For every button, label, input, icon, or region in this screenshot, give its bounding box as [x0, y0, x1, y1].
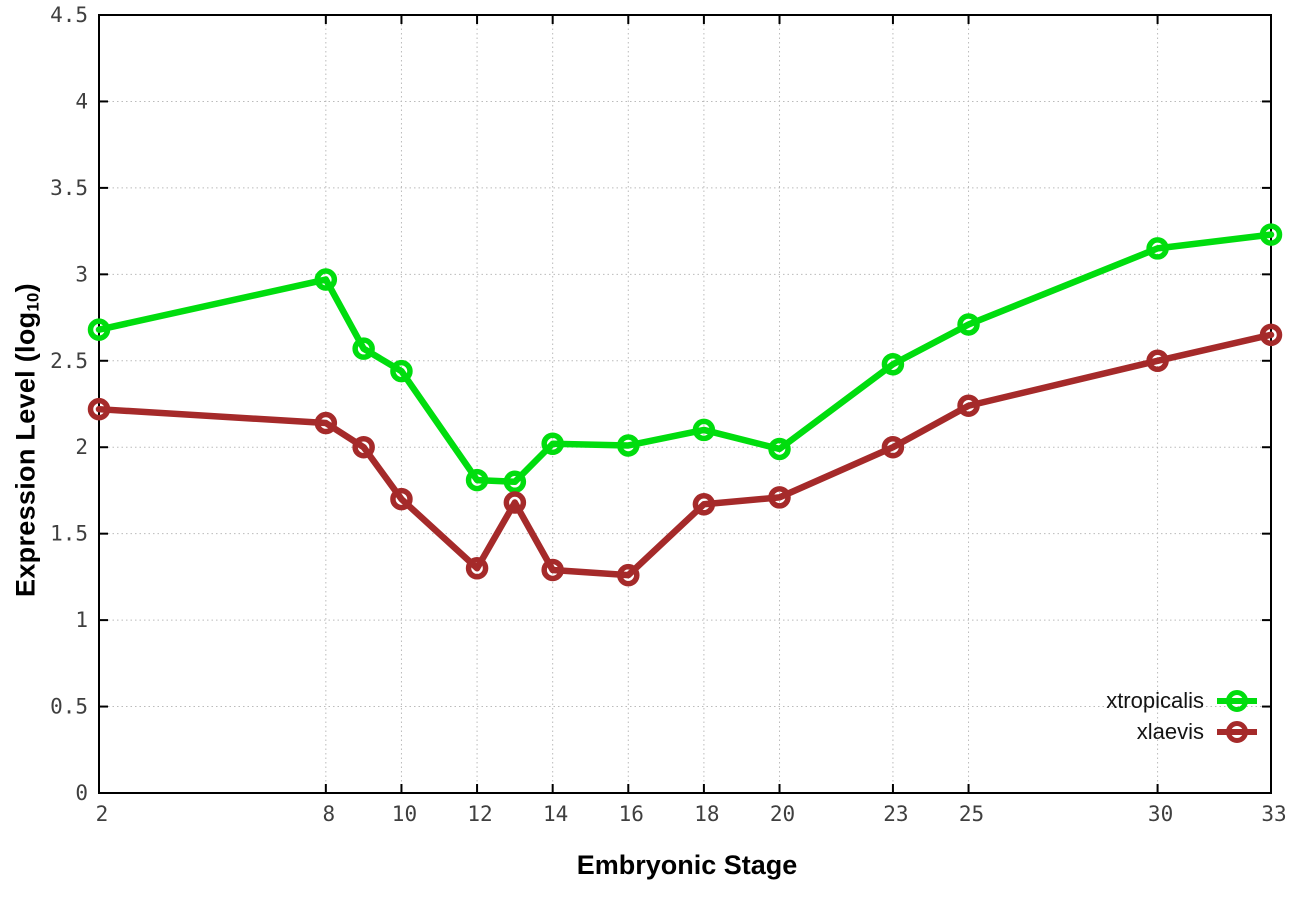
data-point-xtropicalis — [957, 313, 980, 336]
data-point-xtropicalis — [390, 359, 413, 383]
data-point-xtropicalis — [617, 434, 640, 457]
legend: xtropicalis xlaevis — [1106, 686, 1260, 747]
y-tick-label: 4.5 — [50, 3, 88, 27]
legend-item-xtropicalis: xtropicalis — [1106, 686, 1260, 716]
data-point-xtropicalis — [314, 268, 338, 291]
y-axis-label-suffix: ) — [10, 283, 41, 293]
data-point-xtropicalis — [352, 337, 375, 360]
x-tick-label: 33 — [1261, 802, 1286, 826]
x-tick-label: 12 — [467, 802, 492, 826]
y-axis-label: Expression Level (log10) — [10, 283, 43, 597]
data-point-xlaevis — [768, 486, 791, 509]
legend-item-xlaevis: xlaevis — [1137, 717, 1260, 747]
x-tick-label: 30 — [1148, 802, 1173, 826]
gridlines — [99, 15, 1271, 793]
x-axis-label: Embryonic Stage — [576, 850, 798, 880]
data-point-xlaevis — [881, 435, 905, 459]
data-point-xtropicalis — [465, 468, 489, 492]
data-point-xlaevis — [503, 491, 527, 514]
y-tick-label: 2 — [75, 435, 88, 459]
data-point-xlaevis — [541, 558, 564, 582]
data-point-xlaevis — [390, 487, 413, 511]
x-tick-label: 10 — [392, 802, 417, 826]
y-tick-label: 1 — [75, 608, 88, 632]
legend-label-xlaevis: xlaevis — [1136, 719, 1204, 744]
y-tick-label: 3.5 — [50, 176, 88, 200]
y-tick-label: 4 — [75, 89, 88, 113]
series-line-xtropicalis — [95, 231, 1275, 486]
series-markers-xtropicalis — [87, 223, 1283, 494]
x-tick-label: 20 — [770, 802, 795, 826]
y-axis-label-subscript: 10 — [23, 292, 43, 312]
data-point-xtropicalis — [692, 418, 716, 442]
data-point-xlaevis — [465, 556, 489, 580]
y-axis-label-text: Expression Level (log — [10, 311, 41, 597]
data-point-xtropicalis — [1259, 223, 1283, 246]
data-point-xlaevis — [314, 411, 338, 435]
y-tick-labels: 0 0.5 1 1.5 2 2.5 3 3.5 4 4.5 — [50, 3, 88, 805]
x-tick-label: 8 — [323, 802, 336, 826]
x-tick-label: 14 — [543, 802, 568, 826]
x-tick-label: 18 — [694, 802, 719, 826]
data-point-xtropicalis — [1146, 237, 1169, 260]
y-tick-label: 3 — [75, 262, 88, 286]
data-point-xlaevis — [1146, 349, 1169, 373]
xtropicalis-marker-icon — [1217, 690, 1257, 712]
x-tick-label: 25 — [959, 802, 984, 826]
tick-marks — [98, 14, 1272, 794]
data-point-xtropicalis — [503, 470, 527, 494]
data-point-xlaevis — [617, 563, 640, 587]
data-point-xlaevis — [352, 435, 375, 459]
data-point-xlaevis — [692, 493, 716, 516]
y-tick-label: 0 — [75, 781, 88, 805]
data-point-xtropicalis — [768, 437, 791, 461]
data-point-xtropicalis — [881, 352, 905, 376]
y-tick-label: 1.5 — [50, 522, 88, 546]
x-tick-label: 16 — [619, 802, 644, 826]
series-line-xlaevis — [95, 331, 1275, 579]
data-point-xlaevis — [957, 394, 980, 417]
y-tick-label: 2.5 — [50, 349, 88, 373]
data-point-xlaevis — [1259, 323, 1283, 347]
x-tick-label: 2 — [96, 802, 109, 826]
data-point-xtropicalis — [541, 432, 564, 456]
x-tick-labels: 2 8 10 12 14 16 18 20 23 25 30 33 — [96, 802, 1287, 826]
plot-border — [98, 14, 1272, 794]
series-markers-xlaevis — [87, 323, 1283, 587]
y-tick-label: 0.5 — [50, 695, 88, 719]
data-point-xtropicalis — [87, 318, 111, 341]
legend-label-xtropicalis: xtropicalis — [1106, 688, 1204, 713]
data-point-xlaevis — [87, 397, 111, 421]
x-tick-label: 23 — [883, 802, 908, 826]
xlaevis-marker-icon — [1217, 721, 1257, 743]
